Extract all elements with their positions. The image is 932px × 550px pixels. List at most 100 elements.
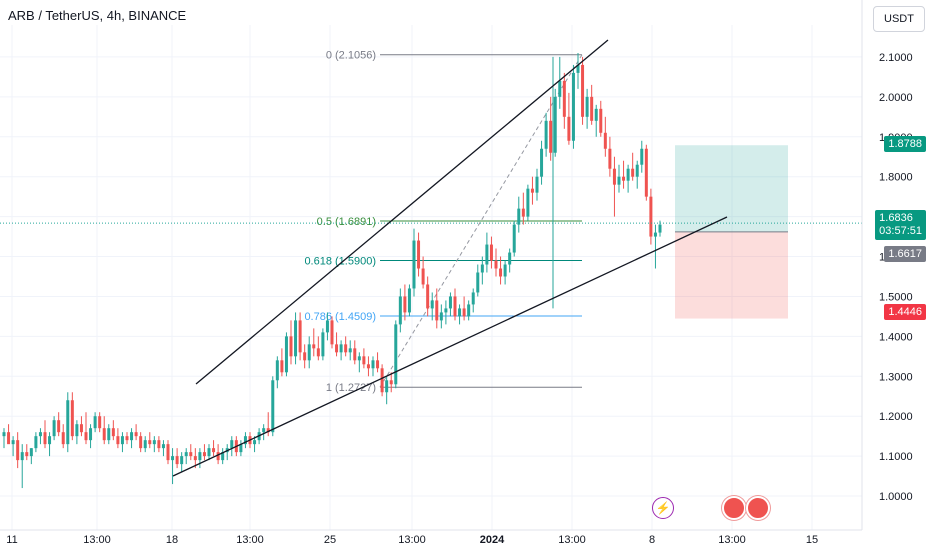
candle-body <box>57 420 61 433</box>
candle-body <box>535 176 539 193</box>
candle-body <box>2 432 6 437</box>
candle-body <box>16 440 20 461</box>
candle-body <box>439 312 443 321</box>
candle-body <box>284 336 288 373</box>
last-price-value: 1.6836 <box>879 212 913 225</box>
candle-body <box>366 364 370 369</box>
candle-body <box>426 284 430 309</box>
y-tick-label: 2.0000 <box>879 92 913 104</box>
candle-body <box>471 292 475 305</box>
candle-body <box>549 120 553 153</box>
y-tick-label: 1.3000 <box>879 371 913 383</box>
y-tick-label: 1.2000 <box>879 411 913 423</box>
candle-body <box>321 332 325 357</box>
candle-body <box>61 432 65 445</box>
candle-body <box>476 272 480 293</box>
candle-body <box>567 116 571 141</box>
lower-trendline <box>172 216 728 477</box>
candle-body <box>612 168 616 185</box>
stop-price-tag: 1.4446 <box>884 304 926 320</box>
candle-body <box>189 452 193 457</box>
bar-countdown: 03:57:51 <box>879 225 922 238</box>
candle-body <box>325 320 329 333</box>
lightning-icon[interactable]: ⚡ <box>652 497 674 519</box>
candle-body <box>489 244 493 261</box>
candle-body <box>143 440 147 449</box>
fib-level-label: 0.618 (1.5900) <box>304 256 376 268</box>
candle-body <box>658 224 662 233</box>
candle-body <box>130 432 134 441</box>
candle-body <box>107 428 111 441</box>
candle-body <box>640 148 644 165</box>
target-zone <box>675 145 788 232</box>
candle-body <box>467 304 471 317</box>
candle-body <box>202 452 206 457</box>
candle-body <box>298 320 302 353</box>
candle-body <box>70 400 74 437</box>
candle-body <box>161 444 165 449</box>
candle-body <box>521 208 525 217</box>
y-tick-label: 1.0000 <box>879 491 913 503</box>
candle-body <box>448 296 452 309</box>
candle-body <box>75 424 79 437</box>
candle-body <box>458 308 462 317</box>
candle-body <box>412 240 416 289</box>
candle-body <box>599 108 603 133</box>
chart-grid <box>0 25 862 530</box>
candle-body <box>594 108 598 121</box>
candle-body <box>590 96 594 121</box>
candle-body <box>603 132 607 149</box>
candle-body <box>193 456 197 461</box>
candle-body <box>653 232 657 237</box>
candle-body <box>25 452 29 457</box>
fibonacci-retracement[interactable]: 0 (2.1056) 0.5 (1.6891) 0.618 (1.5900) 0.78… <box>304 50 583 394</box>
candle-body <box>275 360 279 381</box>
candle-body <box>508 252 512 265</box>
candle-body <box>303 352 307 361</box>
candle-body <box>171 456 175 461</box>
candle-body <box>134 432 138 437</box>
y-tick-label: 1.8000 <box>879 172 913 184</box>
y-tick-label: 1.1000 <box>879 451 913 463</box>
candle-body <box>66 400 70 445</box>
candle-body <box>148 440 152 445</box>
y-tick-label: 1.5000 <box>879 291 913 303</box>
candle-body <box>357 356 361 361</box>
candle-body <box>7 432 11 445</box>
candle-body <box>43 432 47 445</box>
candle-body <box>389 380 393 385</box>
candle-body <box>526 188 530 217</box>
us-flag-icon[interactable] <box>722 496 746 520</box>
candle-body <box>253 440 257 445</box>
candle-body <box>157 440 161 449</box>
candle-body <box>38 432 42 437</box>
candle-body <box>79 424 83 433</box>
candle-body <box>289 336 293 357</box>
us-flag-icon[interactable] <box>746 496 770 520</box>
candle-body <box>540 148 544 177</box>
y-tick-label: 2.1000 <box>879 52 913 64</box>
candle-body <box>581 64 585 117</box>
candle-body <box>89 428 93 441</box>
candle-body <box>212 448 216 453</box>
x-tick-label: 18 <box>166 534 178 546</box>
candle-body <box>562 80 566 117</box>
candle-body <box>120 436 124 445</box>
candle-body <box>184 452 188 457</box>
candle-body <box>98 416 102 429</box>
position-zones <box>675 145 788 319</box>
trendlines[interactable] <box>172 39 728 477</box>
candle-body <box>407 288 411 313</box>
candle-body <box>344 344 348 353</box>
candle-body <box>571 72 575 141</box>
currency-button[interactable]: USDT <box>873 6 925 32</box>
candle-body <box>394 324 398 385</box>
fib-trend-line <box>379 54 583 388</box>
candle-body <box>353 348 357 361</box>
candle-body <box>512 224 516 253</box>
candle-body <box>644 148 648 197</box>
target-price-tag: 1.8788 <box>884 136 926 152</box>
candle-body <box>335 344 339 353</box>
candle-body <box>139 436 143 449</box>
